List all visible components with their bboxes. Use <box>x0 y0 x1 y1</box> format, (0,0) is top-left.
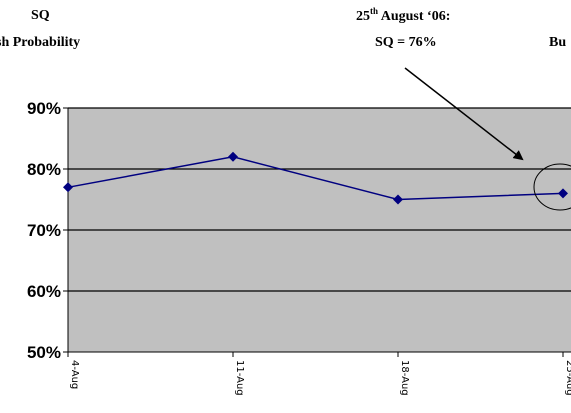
annotation-circle <box>533 163 571 211</box>
data-point-marker <box>393 194 403 205</box>
data-point-marker <box>228 151 238 162</box>
x-tick-label: 25-Aug <box>564 360 571 396</box>
annotation-arrow <box>404 67 524 161</box>
annotation-line1: 25th August ‘06: <box>356 6 450 24</box>
data-point-marker <box>63 182 73 193</box>
series-group <box>63 151 568 205</box>
series-line <box>67 156 564 201</box>
chart-title-line1: SQ <box>31 8 50 23</box>
y-tick-label: 70% <box>27 221 61 240</box>
x-axis-ticks: 4-Aug 11-Aug 18-Aug 25-Aug <box>67 352 571 396</box>
chart-title-line2: sh Probability <box>0 35 80 50</box>
x-tick-label: 4-Aug <box>69 360 80 389</box>
x-tick-label: 18-Aug <box>399 360 410 396</box>
x-tick-label: 11-Aug <box>234 360 245 396</box>
cropped-title-right: Bu <box>549 35 566 50</box>
y-tick-label: 80% <box>27 160 61 179</box>
y-tick-label: 90% <box>27 99 61 118</box>
annotation-line2: SQ = 76% <box>375 35 437 50</box>
y-axis-ticks: 50% 60% 70% 80% 90% <box>27 99 68 362</box>
y-tick-label: 50% <box>27 343 61 362</box>
gridlines <box>68 107 571 292</box>
y-tick-label: 60% <box>27 282 61 301</box>
data-point-marker <box>558 188 568 199</box>
